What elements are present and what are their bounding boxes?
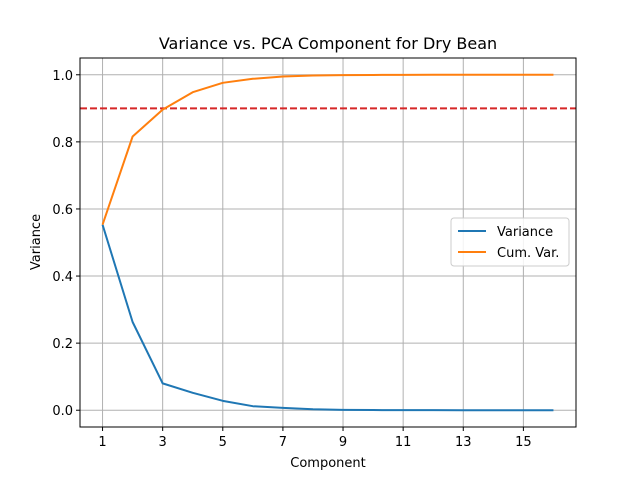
y-tick-label: 0.8 xyxy=(52,136,73,151)
y-axis-label: Variance xyxy=(29,214,44,270)
series-line-cumulative-variance xyxy=(101,73,554,226)
x-tick-label: 3 xyxy=(159,435,167,450)
series-layer xyxy=(101,73,554,412)
x-tick-label: 13 xyxy=(455,435,472,450)
y-tick-label: 0.4 xyxy=(52,270,73,285)
chart-title: Variance vs. PCA Component for Dry Bean xyxy=(159,34,497,53)
x-tick-label: 11 xyxy=(395,435,412,450)
y-tick-label: 0.6 xyxy=(52,203,73,218)
y-tick-label: 0.2 xyxy=(52,337,73,352)
x-tick-label: 5 xyxy=(219,435,227,450)
plot-frame xyxy=(79,57,577,428)
x-tick-label: 9 xyxy=(339,435,347,450)
legend-label: Variance xyxy=(497,225,553,240)
legend-label: Cum. Var. xyxy=(497,246,559,261)
y-tick-label: 1.0 xyxy=(52,69,73,84)
x-axis-label: Component xyxy=(290,456,365,471)
x-tick-label: 7 xyxy=(279,435,287,450)
tick-layer: 1 3 5 7 9 11 13 150.00.20.40.60.81.0 xyxy=(52,69,531,450)
x-tick-label: 1 xyxy=(98,435,106,450)
x-tick-label: 15 xyxy=(515,435,532,450)
legend: Variance Cum. Var. xyxy=(450,217,570,267)
series-line-variance xyxy=(101,224,554,412)
y-tick-label: 0.0 xyxy=(52,404,73,419)
